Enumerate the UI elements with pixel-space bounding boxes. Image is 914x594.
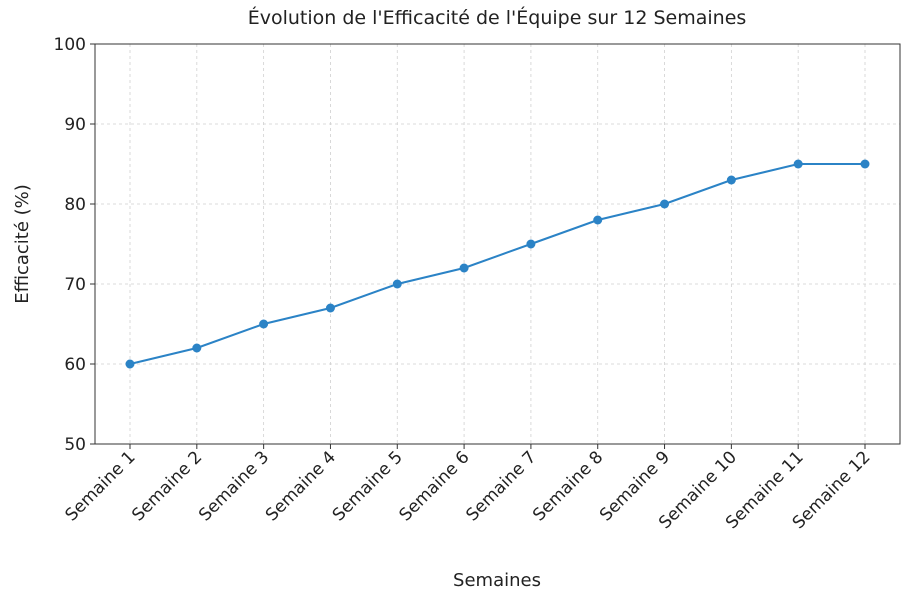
- data-point: [325, 303, 335, 313]
- y-tick-label: 50: [64, 435, 86, 455]
- data-point: [793, 159, 803, 169]
- data-point: [860, 159, 870, 169]
- x-tick-label: Semaine 8: [529, 447, 607, 525]
- x-tick-label: Semaine 6: [396, 447, 474, 525]
- x-tick-label: Semaine 1: [61, 447, 139, 525]
- data-point: [726, 175, 736, 185]
- y-tick-label: 70: [64, 275, 86, 295]
- data-point: [259, 319, 269, 329]
- data-point: [526, 239, 536, 249]
- x-tick-label: Semaine 5: [329, 447, 407, 525]
- y-tick-label: 90: [64, 115, 86, 135]
- data-point: [125, 359, 135, 369]
- data-line: [129, 163, 865, 365]
- x-tick-label: Semaine 2: [128, 447, 206, 525]
- x-tick-label: Semaine 4: [262, 447, 340, 525]
- y-axis-label: Efficacité (%): [12, 184, 33, 304]
- data-point: [593, 215, 603, 225]
- y-tick-label: 80: [64, 195, 86, 215]
- x-axis-label: Semaines: [453, 570, 541, 591]
- data-point: [660, 199, 670, 209]
- data-point: [392, 279, 402, 289]
- y-tick-label: 100: [54, 35, 86, 55]
- plot-frame: [94, 43, 901, 445]
- x-tick-label: Semaine 7: [462, 447, 540, 525]
- data-point: [459, 263, 469, 273]
- chart-title: Évolution de l'Efficacité de l'Équipe su…: [248, 6, 747, 29]
- data-point: [192, 343, 202, 353]
- y-tick-label: 60: [64, 355, 86, 375]
- x-tick-label: Semaine 3: [195, 447, 273, 525]
